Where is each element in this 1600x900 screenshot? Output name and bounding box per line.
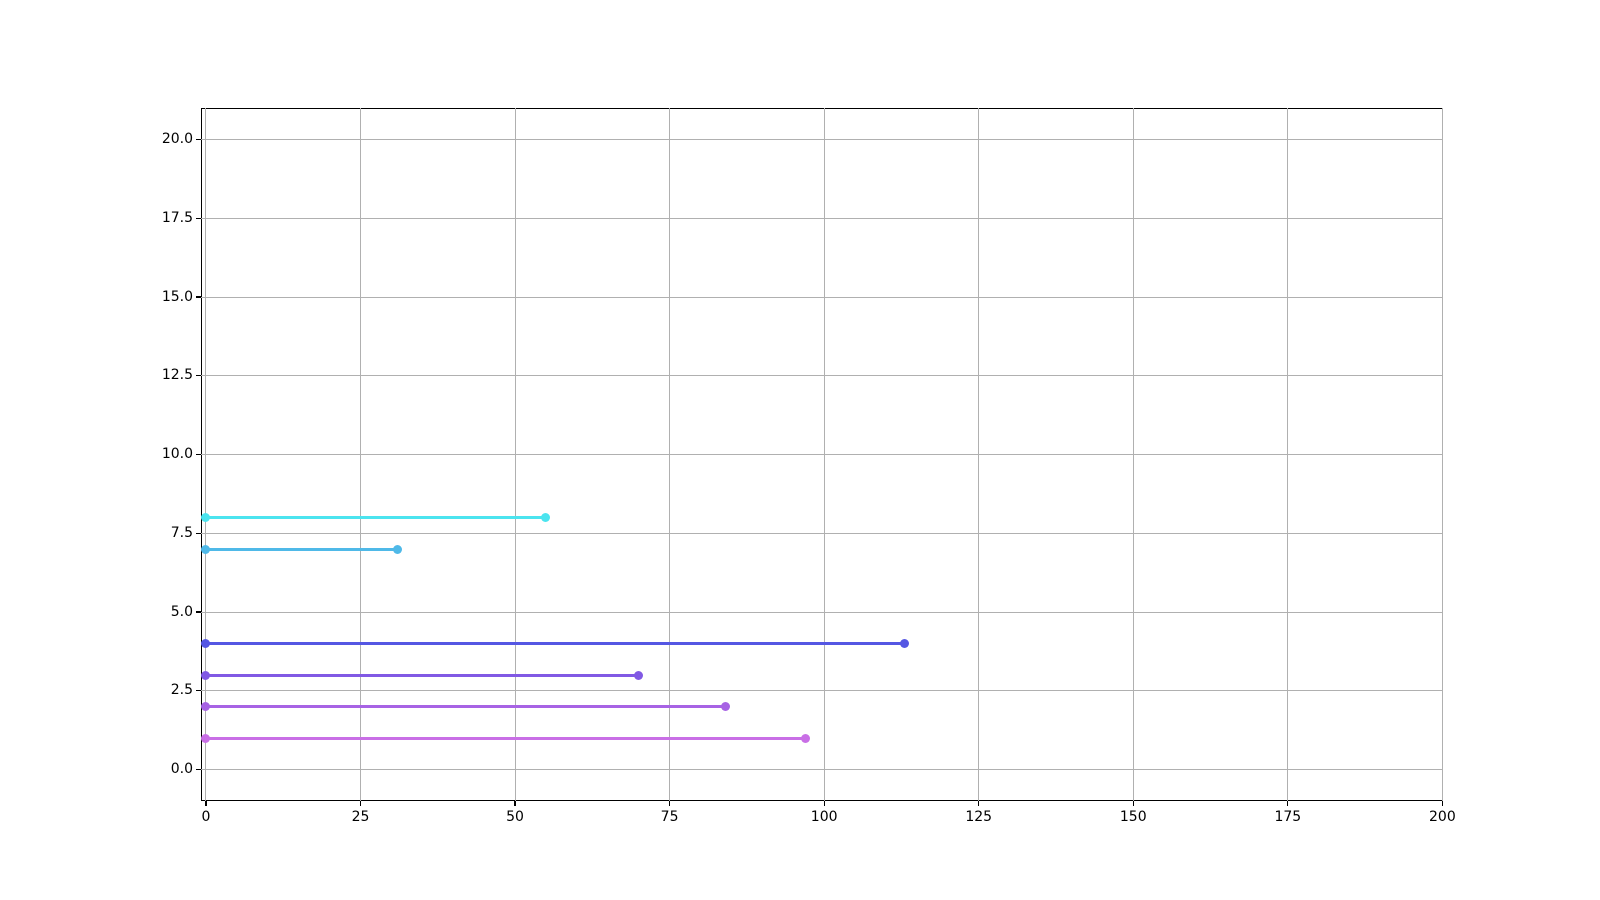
stem-y4-start-dot (201, 639, 211, 648)
y-gridline (201, 532, 1443, 534)
stem-y3-line (205, 673, 639, 677)
x-tick (205, 801, 207, 806)
y-tick-label: 0.0 (170, 761, 193, 777)
y-tick (196, 296, 201, 298)
x-tick (359, 801, 362, 806)
stem-y4-end-dot (900, 639, 910, 648)
stem-y1-start-dot (201, 733, 211, 743)
x-tick-label: 125 (965, 809, 993, 825)
stem-y8-start-dot (201, 513, 211, 522)
x-tick-label: 50 (506, 809, 524, 825)
x-tick (514, 801, 516, 806)
y-tick (196, 453, 201, 456)
stem-y3-start-dot (201, 670, 211, 680)
x-tick-label: 0 (201, 809, 211, 825)
stem-y2-line (205, 705, 726, 708)
stem-y2-start-dot (201, 702, 211, 711)
x-tick (978, 801, 980, 806)
x-tick-label: 100 (810, 809, 838, 825)
y-gridline (201, 769, 1443, 770)
y-tick (196, 138, 201, 141)
y-tick-label: 10.0 (161, 446, 193, 462)
stem-y7-line (205, 547, 398, 551)
stem-y8-end-dot (541, 513, 551, 522)
stem-y2-end-dot (720, 702, 730, 711)
y-tick (196, 768, 201, 771)
stem-y7-end-dot (393, 544, 403, 554)
y-tick-label: 7.5 (170, 524, 193, 541)
y-tick-label: 5.0 (170, 603, 193, 620)
y-tick-label: 2.5 (170, 682, 193, 699)
y-gridline (201, 296, 1443, 298)
y-gridline (201, 454, 1443, 455)
x-tick-label: 150 (1119, 809, 1147, 825)
x-tick-label: 75 (660, 809, 679, 825)
x-tick (1287, 801, 1289, 806)
y-tick (196, 532, 201, 534)
y-gridline (201, 375, 1443, 377)
x-tick (669, 801, 671, 806)
y-gridline (201, 139, 1443, 140)
x-tick-label: 175 (1274, 809, 1302, 825)
y-tick (196, 611, 201, 613)
y-gridline (201, 690, 1443, 692)
stem-y4-line (205, 642, 905, 645)
x-tick (1441, 801, 1443, 806)
y-tick (196, 690, 201, 692)
stem-y1-end-dot (801, 733, 811, 743)
y-tick-label: 17.5 (161, 209, 193, 226)
x-tick (823, 801, 825, 806)
y-gridline (201, 217, 1443, 219)
y-tick (196, 217, 201, 219)
stem-y1-line (205, 736, 806, 740)
stem-y8-line (205, 516, 546, 519)
y-tick (196, 375, 201, 377)
x-tick-label: 25 (351, 809, 370, 825)
y-tick-label: 12.5 (161, 367, 193, 384)
y-gridline (201, 611, 1443, 613)
x-tick (1132, 801, 1134, 806)
y-tick-label: 20.0 (161, 131, 193, 147)
stem-y3-end-dot (634, 670, 644, 680)
x-tick-label: 200 (1429, 809, 1456, 825)
y-tick-label: 15.0 (161, 288, 193, 305)
stem-y7-start-dot (201, 544, 211, 554)
